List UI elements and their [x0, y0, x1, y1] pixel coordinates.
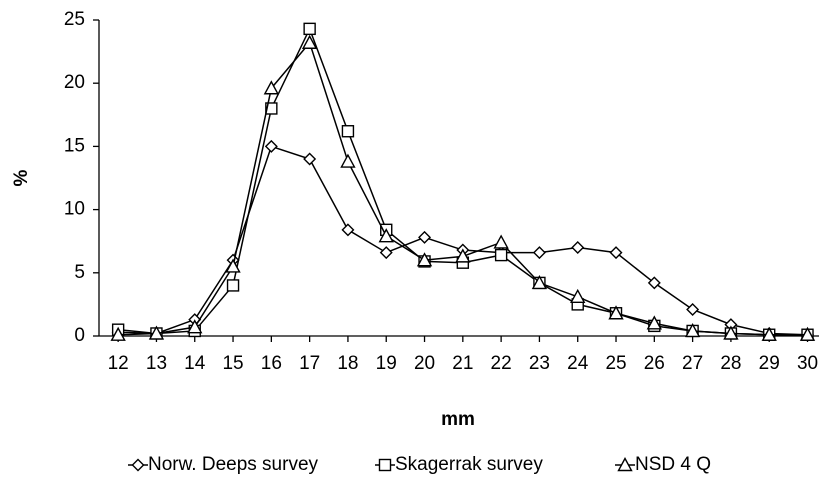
x-tick-label: 19 [376, 353, 397, 374]
legend-label: Skagerrak survey [395, 454, 543, 475]
marker [723, 325, 739, 340]
y-tick-label: 15 [64, 135, 85, 156]
marker [110, 326, 126, 341]
marker [265, 102, 278, 115]
x-tick-label: 14 [184, 353, 206, 374]
y-tick-label: 0 [74, 325, 85, 346]
marker [378, 458, 392, 472]
marker [341, 223, 355, 237]
marker [531, 274, 548, 290]
marker [225, 258, 241, 273]
marker [646, 315, 662, 330]
marker [263, 80, 280, 95]
marker [226, 279, 240, 292]
marker [187, 319, 203, 334]
y-tick-label: 25 [64, 9, 85, 30]
x-tick-label: 29 [759, 353, 780, 374]
marker [493, 234, 509, 249]
marker [131, 458, 145, 472]
marker [608, 305, 624, 320]
x-tick-label: 27 [682, 353, 703, 374]
y-axis-label: % [11, 169, 32, 186]
x-tick-label: 18 [337, 353, 358, 374]
x-tick-label: 30 [797, 353, 818, 374]
marker [264, 139, 278, 153]
marker [571, 241, 585, 255]
x-tick-label: 28 [720, 353, 741, 374]
x-axis-label: mm [441, 409, 475, 430]
marker [494, 248, 508, 262]
marker [684, 322, 701, 338]
x-tick-label: 24 [567, 353, 589, 374]
marker [303, 152, 317, 166]
marker [455, 248, 471, 263]
marker [379, 246, 393, 260]
legend-label: NSD 4 Q [635, 454, 711, 475]
x-tick-label: 16 [261, 353, 282, 374]
legend-label: Norw. Deeps survey [148, 454, 319, 475]
x-tick-label: 22 [491, 353, 512, 374]
x-tick-label: 25 [605, 353, 626, 374]
x-tick-label: 17 [299, 353, 320, 374]
y-tick-label: 5 [74, 262, 85, 283]
x-tick-label: 13 [146, 353, 167, 374]
x-tick-label: 26 [644, 353, 665, 374]
y-tick-label: 10 [64, 199, 85, 220]
marker [570, 288, 586, 304]
y-tick-label: 20 [64, 72, 85, 93]
x-tick-label: 23 [529, 353, 550, 374]
marker [799, 326, 816, 341]
marker [148, 325, 165, 340]
x-tick-label: 20 [414, 353, 435, 374]
marker [341, 125, 355, 138]
marker [378, 228, 394, 243]
series-line [118, 26, 808, 336]
marker [617, 457, 633, 472]
marker [416, 252, 433, 267]
marker [609, 246, 623, 260]
x-tick-label: 12 [108, 353, 129, 374]
series-line [118, 41, 808, 336]
marker [532, 246, 546, 260]
series-line [118, 145, 808, 336]
marker [761, 326, 777, 341]
marker [686, 302, 700, 316]
marker [340, 153, 356, 168]
marker [647, 276, 661, 290]
marker [301, 34, 318, 49]
marker [303, 22, 316, 36]
marker [418, 230, 432, 244]
x-tick-label: 15 [222, 353, 243, 374]
x-tick-label: 21 [452, 353, 473, 374]
